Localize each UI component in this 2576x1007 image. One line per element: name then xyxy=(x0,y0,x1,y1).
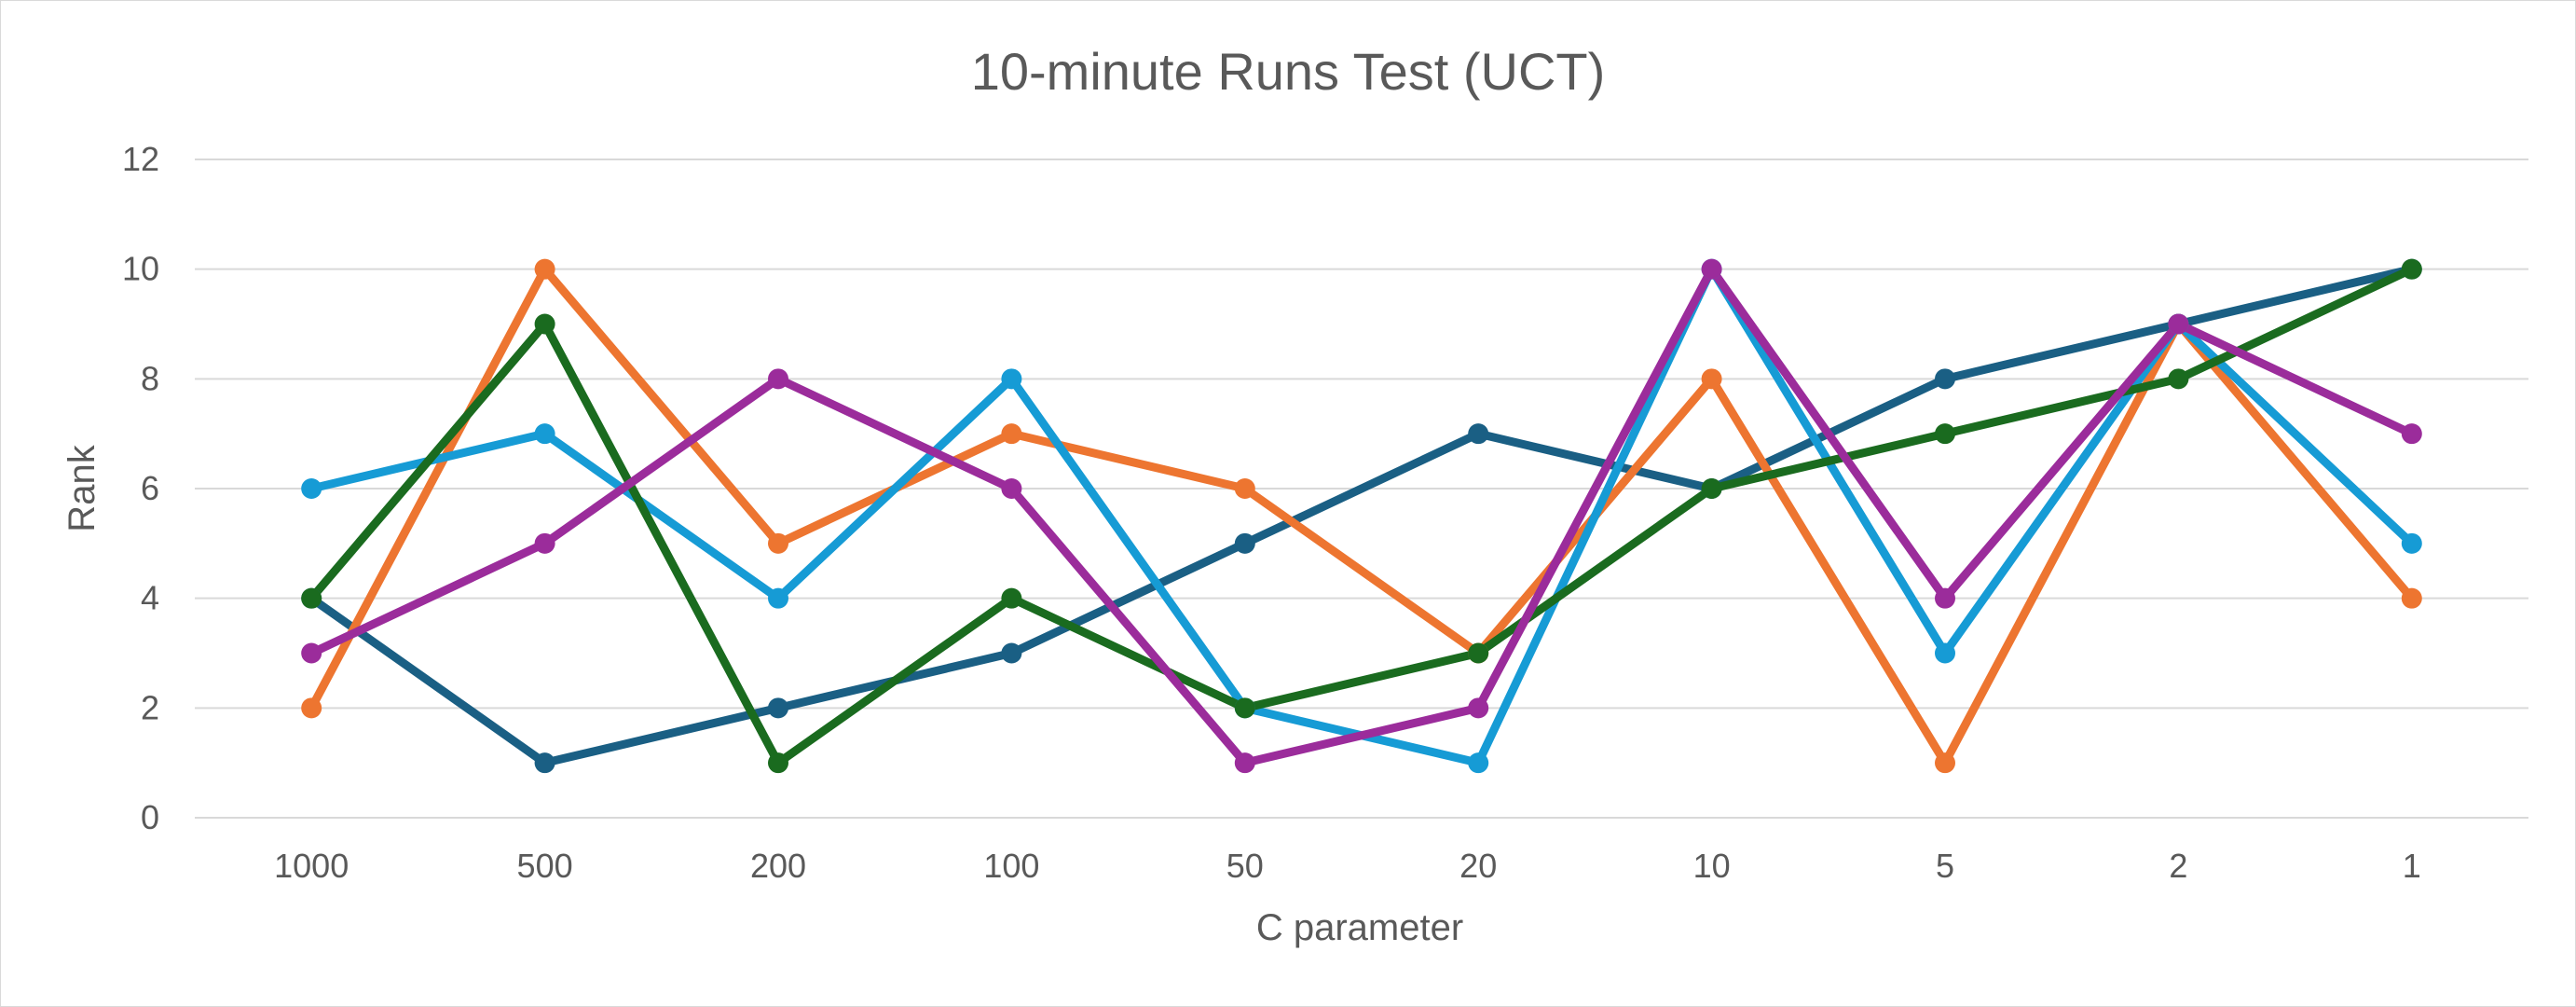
series-5-point xyxy=(1935,587,1955,609)
series-3-point xyxy=(2401,532,2422,554)
series-2-point xyxy=(1935,752,1955,774)
y-tick-label: 0 xyxy=(141,798,159,836)
y-axis-title: Rank xyxy=(62,444,103,531)
series-2-point xyxy=(1001,423,1022,445)
x-tick-label: 200 xyxy=(750,847,806,885)
series-4-point xyxy=(2168,368,2189,390)
series-4-point xyxy=(1234,697,1255,719)
series-3-point xyxy=(1001,368,1022,390)
series-2-point xyxy=(301,697,322,719)
series-4-point xyxy=(1468,642,1489,664)
series-2-point xyxy=(1701,368,1722,390)
series-markers xyxy=(301,258,2422,774)
series-line-2 xyxy=(307,265,2417,767)
x-tick-label: 500 xyxy=(517,847,573,885)
series-1-point xyxy=(1234,532,1255,554)
series-4-point xyxy=(1701,478,1722,499)
chart-title: 10-minute Runs Test (UCT) xyxy=(971,42,1606,101)
series-3-point xyxy=(1468,752,1489,774)
y-tick-label: 4 xyxy=(141,579,159,617)
gridlines xyxy=(195,159,2528,819)
x-axis-title: C parameter xyxy=(1256,907,1463,948)
series-4-point xyxy=(1001,587,1022,609)
series-1-point xyxy=(1001,642,1022,664)
x-tick-label: 1 xyxy=(2403,847,2421,885)
x-tick-label: 5 xyxy=(1936,847,1954,885)
series-4-point xyxy=(1935,423,1955,445)
y-tick-label: 2 xyxy=(141,688,159,726)
series-4-point xyxy=(534,313,555,335)
series-5-point xyxy=(1001,478,1022,499)
series-lines xyxy=(307,265,2417,767)
series-1-point xyxy=(534,752,555,774)
y-tick-label: 6 xyxy=(141,469,159,507)
series-3-point xyxy=(301,478,322,499)
series-5-point xyxy=(1701,258,1722,280)
series-1-point xyxy=(1935,368,1955,390)
series-5-point xyxy=(301,642,322,664)
series-1-point xyxy=(1468,423,1489,445)
y-tick-label: 12 xyxy=(122,140,159,178)
series-5-point xyxy=(534,532,555,554)
x-tick-label: 20 xyxy=(1459,847,1497,885)
y-tick-label: 8 xyxy=(141,359,159,397)
series-4-point xyxy=(768,752,788,774)
series-4-point xyxy=(2401,258,2422,280)
series-line-5 xyxy=(307,265,2417,767)
series-2-point xyxy=(2401,587,2422,609)
x-tick-label: 2 xyxy=(2169,847,2187,885)
x-tick-label: 50 xyxy=(1226,847,1264,885)
series-5-point xyxy=(1468,697,1489,719)
series-3-point xyxy=(534,423,555,445)
x-tick-label: 1000 xyxy=(274,847,349,885)
series-line-1 xyxy=(307,265,2417,767)
series-2-point xyxy=(768,532,788,554)
series-5-point xyxy=(768,368,788,390)
series-5-point xyxy=(2401,423,2422,445)
series-line-4 xyxy=(307,265,2417,767)
x-tick-label: 100 xyxy=(983,847,1039,885)
x-axis-ticks: 1000 500 200 100 50 20 10 5 2 1 xyxy=(274,847,2421,885)
series-3-point xyxy=(768,587,788,609)
series-4-point xyxy=(301,587,322,609)
y-tick-label: 10 xyxy=(122,250,159,288)
series-5-point xyxy=(2168,313,2189,335)
series-3-point xyxy=(1935,642,1955,664)
y-axis-ticks: 0 2 4 6 8 10 12 xyxy=(122,140,159,836)
series-2-point xyxy=(1234,478,1255,499)
series-1-point xyxy=(768,697,788,719)
x-tick-label: 10 xyxy=(1693,847,1731,885)
series-5-point xyxy=(1234,752,1255,774)
series-2-point xyxy=(534,258,555,280)
